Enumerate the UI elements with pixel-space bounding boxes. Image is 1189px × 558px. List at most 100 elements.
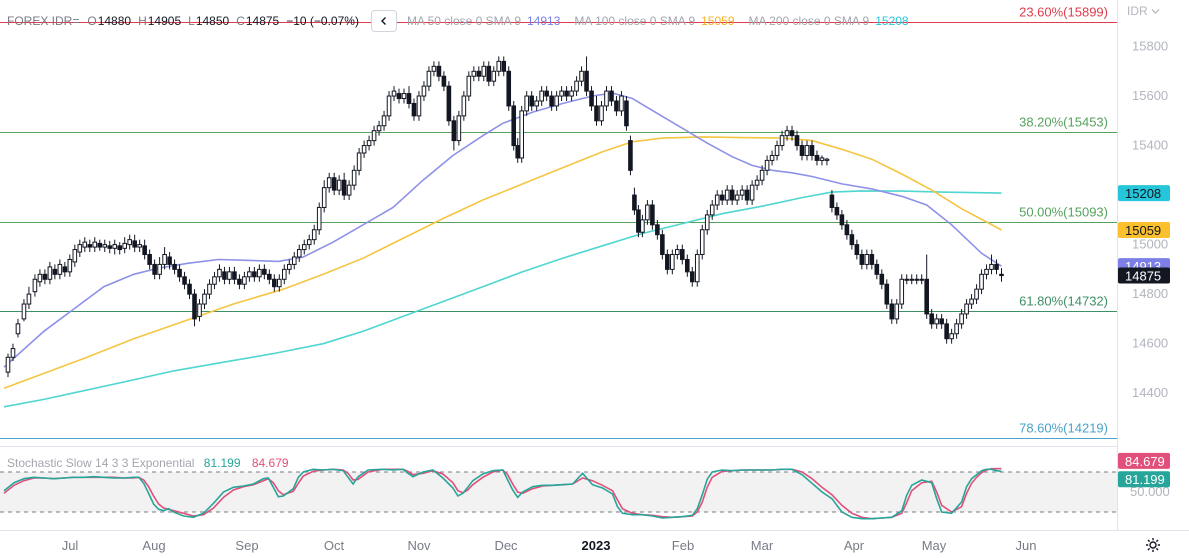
candle-body <box>854 244 860 256</box>
candle-body <box>954 323 959 335</box>
ma50-label[interactable]: MA 50 close 0 SMA 9 <box>406 14 522 28</box>
candle <box>361 140 367 158</box>
candle <box>311 224 317 245</box>
candle-body <box>137 244 142 248</box>
currency-label: IDR <box>1127 4 1148 18</box>
candle <box>87 239 93 253</box>
candle-body <box>515 145 521 159</box>
stochastic-badge-bg <box>1118 471 1170 488</box>
candle-body <box>466 75 472 97</box>
candle-body <box>47 266 53 280</box>
fib-level-label: 61.80%(14732) <box>1019 294 1108 309</box>
settings-button[interactable] <box>1145 537 1161 558</box>
candle <box>267 269 272 285</box>
candle <box>142 239 147 260</box>
candle-body <box>628 140 633 171</box>
candle <box>351 165 357 191</box>
collapse-legend-button[interactable] <box>370 10 397 32</box>
price-badge-label: 14875 <box>1125 269 1161 284</box>
candle-body <box>554 95 559 107</box>
candle <box>949 328 954 344</box>
candle <box>939 313 944 329</box>
candle-body <box>924 278 929 315</box>
currency-selector[interactable]: IDR <box>1127 4 1160 18</box>
candle <box>5 353 11 378</box>
candle-body <box>281 268 287 280</box>
ma200-label[interactable]: MA 200 close 0 SMA 9 <box>748 14 870 28</box>
candle <box>959 308 964 329</box>
candle <box>42 269 48 285</box>
candle <box>689 266 695 287</box>
candle <box>291 252 297 270</box>
candle-body <box>232 271 237 280</box>
candle-body <box>15 323 21 335</box>
candle-body <box>92 241 98 248</box>
candle-body <box>670 254 675 270</box>
candle <box>699 224 705 260</box>
candle <box>894 299 900 324</box>
candle <box>650 200 655 230</box>
stochastic-band <box>0 472 1117 512</box>
symbol-name[interactable]: FOREX IDR= <box>7 14 80 28</box>
candle <box>127 234 132 250</box>
price-badge: 15208 <box>1118 185 1170 202</box>
candle-body <box>684 258 690 273</box>
candle-body <box>784 130 790 137</box>
candle-body <box>989 263 994 270</box>
candle <box>769 150 775 166</box>
stochastic-label[interactable]: Stochastic Slow 14 3 3 Exponential <box>7 456 195 470</box>
candle <box>386 91 392 121</box>
candle-body <box>32 278 38 293</box>
price-axis-tick: 15000 <box>1132 237 1168 252</box>
candle <box>519 105 525 163</box>
candle <box>346 180 352 201</box>
candle <box>306 234 312 250</box>
time-axis-tick: Aug <box>142 538 165 553</box>
moving-averages <box>3 92 1002 408</box>
candle <box>899 274 905 309</box>
stochastic-legend: Stochastic Slow 14 3 3 Exponential 81.19… <box>7 456 289 470</box>
candle-body <box>451 120 457 142</box>
candle <box>709 200 715 220</box>
candle-body <box>994 263 999 270</box>
candle <box>371 125 377 146</box>
candle <box>47 261 53 285</box>
candle-body <box>97 242 103 248</box>
candle <box>759 165 765 186</box>
price-badge-label: 15059 <box>1125 223 1161 238</box>
candle-body <box>77 244 83 253</box>
candle <box>122 237 127 254</box>
candle <box>67 254 73 277</box>
candle-body <box>316 206 322 231</box>
time-axis-tick: Oct <box>324 538 345 553</box>
candle <box>632 187 637 215</box>
time-axis-tick: Feb <box>672 538 694 553</box>
candle <box>974 284 979 305</box>
candle-body <box>182 276 187 285</box>
open-label: O <box>87 14 97 28</box>
candle <box>506 66 512 111</box>
candle <box>604 86 609 111</box>
candle <box>172 259 177 275</box>
candle-body <box>704 214 710 231</box>
fib-level-label: 38.20%(15453) <box>1019 115 1108 130</box>
ma100-label[interactable]: MA 100 close 0 SMA 9 <box>574 14 696 28</box>
candle-body <box>142 245 147 256</box>
candle-body <box>919 278 925 281</box>
candle <box>62 261 68 277</box>
candle <box>356 148 362 176</box>
candle-body <box>401 93 407 100</box>
candle-body <box>636 209 641 233</box>
ma100-line <box>3 136 1002 389</box>
candle-body <box>21 303 27 320</box>
candle-body <box>894 303 900 320</box>
candle-body <box>511 105 517 147</box>
candle <box>192 289 197 327</box>
candle <box>569 86 574 101</box>
candle <box>964 299 969 319</box>
candle <box>789 125 795 141</box>
candle-body <box>534 100 539 107</box>
candle <box>579 66 584 87</box>
candle-body <box>564 90 569 97</box>
